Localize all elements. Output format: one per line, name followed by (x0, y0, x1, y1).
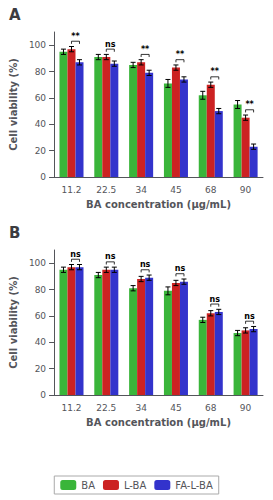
svg-text:**: ** (71, 32, 80, 41)
svg-text:20: 20 (35, 364, 47, 374)
svg-text:34: 34 (135, 185, 147, 195)
svg-text:0: 0 (40, 172, 46, 182)
svg-text:22.5: 22.5 (96, 185, 116, 195)
svg-text:100: 100 (29, 40, 46, 50)
svg-text:40: 40 (35, 337, 47, 347)
svg-text:100: 100 (29, 258, 46, 268)
svg-text:Cell viability (%): Cell viability (%) (8, 276, 19, 369)
svg-text:60: 60 (35, 311, 47, 321)
svg-text:L-BA: L-BA (124, 480, 147, 491)
svg-text:B: B (9, 224, 20, 242)
svg-text:20: 20 (35, 146, 47, 156)
svg-text:22.5: 22.5 (96, 403, 116, 413)
svg-text:80: 80 (35, 285, 47, 295)
svg-text:60: 60 (35, 93, 47, 103)
svg-text:ns: ns (244, 312, 255, 321)
svg-text:68: 68 (205, 403, 217, 413)
svg-text:11.2: 11.2 (61, 185, 81, 195)
svg-text:ns: ns (70, 250, 81, 259)
svg-text:Cell viability (%): Cell viability (%) (8, 58, 19, 151)
svg-text:34: 34 (135, 403, 147, 413)
svg-text:45: 45 (170, 403, 181, 413)
svg-text:90: 90 (240, 403, 252, 413)
svg-text:**: ** (211, 67, 220, 76)
svg-text:A: A (9, 6, 21, 24)
svg-text:**: ** (245, 100, 254, 109)
svg-text:BA concentration (μg/mL): BA concentration (μg/mL) (86, 199, 231, 210)
svg-text:45: 45 (170, 185, 181, 195)
svg-text:**: ** (176, 50, 185, 59)
svg-text:ns: ns (105, 40, 116, 49)
svg-text:ns: ns (210, 295, 221, 304)
svg-text:FA-L-BA: FA-L-BA (175, 480, 213, 491)
svg-text:0: 0 (40, 390, 46, 400)
svg-text:90: 90 (240, 185, 252, 195)
svg-text:40: 40 (35, 119, 47, 129)
svg-text:BA: BA (81, 480, 95, 491)
svg-text:**: ** (141, 45, 150, 54)
svg-text:11.2: 11.2 (61, 403, 81, 413)
svg-text:ns: ns (105, 252, 116, 261)
svg-text:68: 68 (205, 185, 217, 195)
svg-text:BA concentration (μg/mL): BA concentration (μg/mL) (86, 417, 231, 428)
svg-text:ns: ns (140, 260, 151, 269)
svg-text:80: 80 (35, 67, 47, 77)
svg-text:ns: ns (175, 264, 186, 273)
